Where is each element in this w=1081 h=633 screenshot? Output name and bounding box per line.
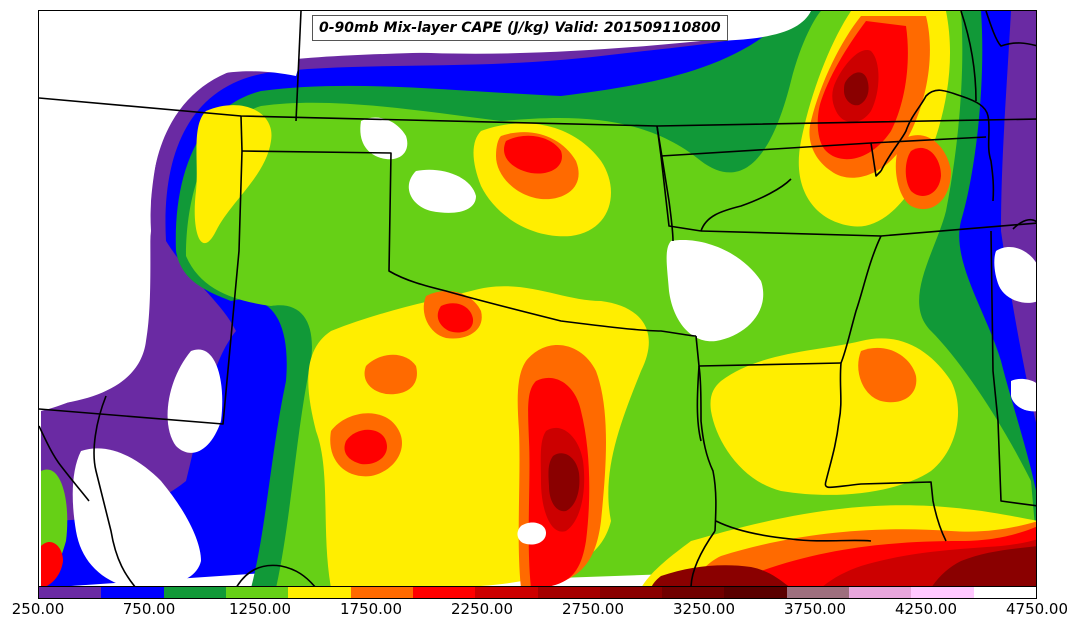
colorbar-tick-label: 4250.00 [894,600,958,618]
colorbar-tick-label: 1750.00 [339,600,403,618]
cape-map [38,10,1037,587]
colorbar-swatch [101,587,164,598]
map-title: 0-90mb Mix-layer CAPE (J/kg) Valid: 2015… [312,15,728,41]
colorbar-swatch [662,587,725,598]
colorbar-swatch [288,587,351,598]
colorbar-swatch [973,587,1036,598]
colorbar-swatch [163,587,226,598]
cape-field [39,11,1036,586]
colorbar-tick-label: 3250.00 [672,600,736,618]
colorbar-swatch [39,587,102,598]
colorbar-swatch [786,587,850,598]
colorbar-tick-label: 4750.00 [1005,600,1069,618]
colorbar-swatch [412,587,476,598]
cape-layer-maroon [548,72,1036,586]
colorbar-swatch [911,587,974,598]
colorbar-tick-label: 750.00 [122,600,176,618]
colorbar-swatch [225,587,289,598]
colorbar-tick-label: 250.00 [11,600,65,618]
colorbar-swatch [724,587,787,598]
colorbar [38,587,1037,599]
colorbar-labels: 250.00 750.00 1250.00 1750.00 2250.00 2750.00… [0,600,1081,624]
colorbar-tick-label: 2250.00 [450,600,514,618]
colorbar-swatch [475,587,538,598]
colorbar-swatch [599,587,663,598]
colorbar-tick-label: 2750.00 [561,600,625,618]
state-boundaries [39,11,1036,586]
colorbar-swatch [849,587,912,598]
colorbar-tick-label: 3750.00 [783,600,847,618]
colorbar-tick-label: 1250.00 [228,600,292,618]
colorbar-swatch [537,587,600,598]
colorbar-swatch [350,587,413,598]
